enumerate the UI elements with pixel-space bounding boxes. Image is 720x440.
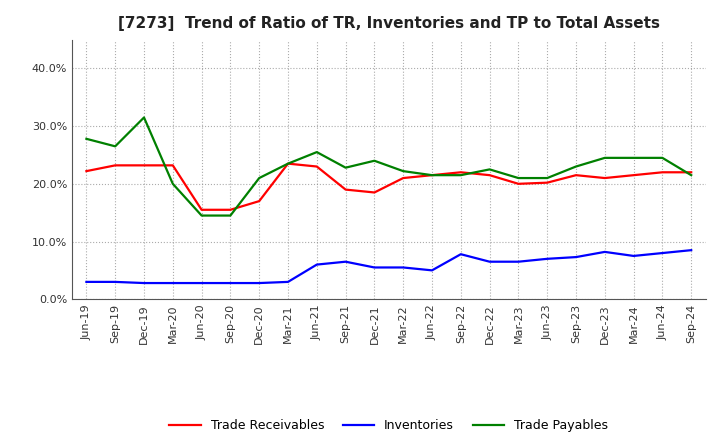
Inventories <box>341 259 350 264</box>
Trade Receivables <box>284 161 292 166</box>
Trade Receivables <box>485 172 494 178</box>
Inventories <box>312 262 321 267</box>
Inventories <box>226 280 235 286</box>
Trade Payables <box>687 172 696 178</box>
Trade Receivables <box>82 169 91 174</box>
Inventories <box>572 254 580 260</box>
Trade Payables <box>82 136 91 142</box>
Trade Receivables <box>255 198 264 204</box>
Trade Receivables <box>687 170 696 175</box>
Trade Receivables <box>168 163 177 168</box>
Inventories <box>428 268 436 273</box>
Inventories <box>284 279 292 285</box>
Trade Receivables <box>456 170 465 175</box>
Inventories <box>82 279 91 285</box>
Inventories <box>629 253 638 259</box>
Trade Receivables <box>572 172 580 178</box>
Trade Receivables <box>341 187 350 192</box>
Trade Receivables <box>197 207 206 213</box>
Line: Trade Payables: Trade Payables <box>86 117 691 216</box>
Inventories <box>197 280 206 286</box>
Inventories <box>399 265 408 270</box>
Title: [7273]  Trend of Ratio of TR, Inventories and TP to Total Assets: [7273] Trend of Ratio of TR, Inventories… <box>118 16 660 32</box>
Inventories <box>687 248 696 253</box>
Legend: Trade Receivables, Inventories, Trade Payables: Trade Receivables, Inventories, Trade Pa… <box>164 414 613 437</box>
Inventories <box>543 256 552 261</box>
Trade Payables <box>370 158 379 163</box>
Trade Receivables <box>370 190 379 195</box>
Inventories <box>111 279 120 285</box>
Trade Payables <box>197 213 206 218</box>
Trade Receivables <box>428 172 436 178</box>
Trade Payables <box>226 213 235 218</box>
Inventories <box>485 259 494 264</box>
Trade Payables <box>658 155 667 161</box>
Trade Payables <box>399 169 408 174</box>
Inventories <box>255 280 264 286</box>
Trade Receivables <box>629 172 638 178</box>
Line: Inventories: Inventories <box>86 250 691 283</box>
Trade Receivables <box>658 170 667 175</box>
Trade Payables <box>255 176 264 181</box>
Trade Payables <box>111 144 120 149</box>
Trade Receivables <box>312 164 321 169</box>
Trade Receivables <box>543 180 552 185</box>
Inventories <box>456 252 465 257</box>
Trade Payables <box>456 172 465 178</box>
Trade Payables <box>572 164 580 169</box>
Trade Receivables <box>600 176 609 181</box>
Line: Trade Receivables: Trade Receivables <box>86 164 691 210</box>
Trade Payables <box>312 150 321 155</box>
Trade Payables <box>543 176 552 181</box>
Trade Receivables <box>514 181 523 187</box>
Trade Payables <box>140 115 148 120</box>
Trade Payables <box>629 155 638 161</box>
Trade Receivables <box>111 163 120 168</box>
Inventories <box>600 249 609 254</box>
Trade Payables <box>485 167 494 172</box>
Inventories <box>140 280 148 286</box>
Inventories <box>168 280 177 286</box>
Trade Payables <box>600 155 609 161</box>
Trade Payables <box>284 161 292 166</box>
Inventories <box>658 250 667 256</box>
Trade Payables <box>168 181 177 187</box>
Inventories <box>370 265 379 270</box>
Trade Payables <box>514 176 523 181</box>
Trade Receivables <box>399 176 408 181</box>
Trade Payables <box>341 165 350 170</box>
Trade Receivables <box>140 163 148 168</box>
Trade Receivables <box>226 207 235 213</box>
Inventories <box>514 259 523 264</box>
Trade Payables <box>428 172 436 178</box>
